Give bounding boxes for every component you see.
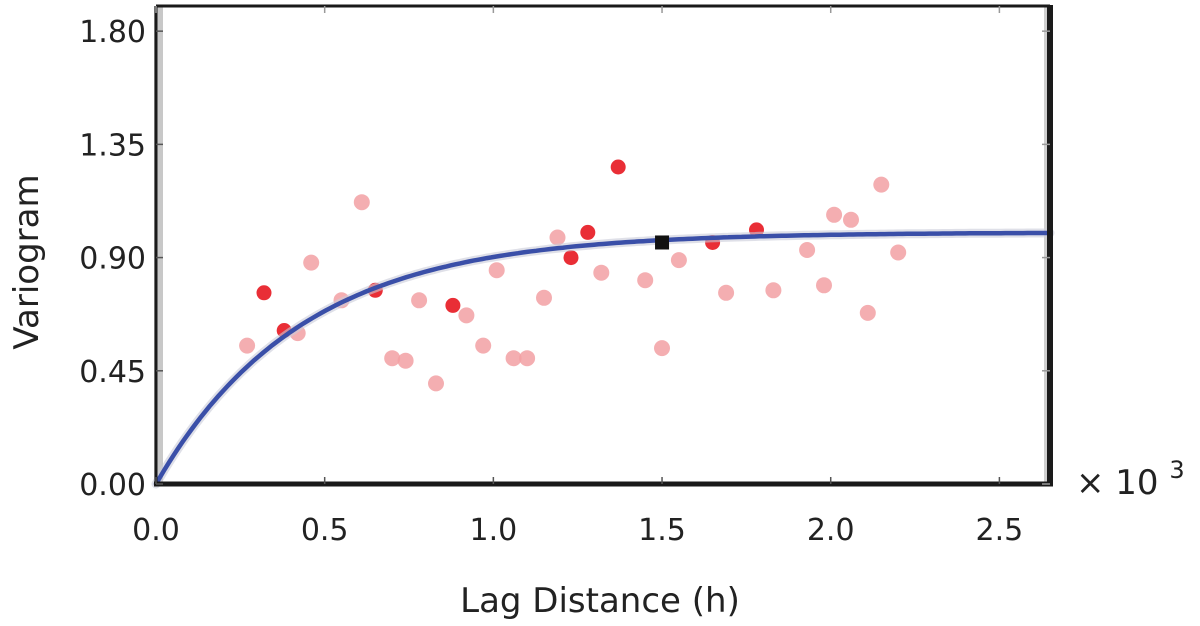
data-point-33 bbox=[816, 277, 832, 294]
model-curve bbox=[151, 228, 1055, 489]
data-point-34 bbox=[826, 206, 843, 223]
x-axis-multiplier: × 10 3 bbox=[1076, 456, 1185, 503]
range-marker bbox=[655, 235, 670, 250]
y-tick-label-3: 1.35 bbox=[79, 128, 146, 163]
data-point-9 bbox=[384, 350, 401, 367]
data-point-37 bbox=[873, 176, 890, 193]
svg-text:× 10 3: × 10 3 bbox=[1076, 456, 1185, 503]
data-point-1 bbox=[239, 337, 256, 354]
x-multiplier-base: × 10 bbox=[1076, 463, 1159, 503]
data-point-5 bbox=[303, 254, 320, 271]
data-point-21 bbox=[563, 250, 579, 266]
model-curve-line bbox=[153, 230, 1053, 487]
data-point-17 bbox=[505, 350, 522, 367]
x-tick-label-2: 1.0 bbox=[469, 513, 517, 548]
data-point-2 bbox=[256, 285, 272, 301]
data-point-27 bbox=[670, 252, 687, 269]
x-axis-title: Lag Distance (h) bbox=[460, 581, 740, 621]
data-point-31 bbox=[765, 282, 782, 299]
data-point-15 bbox=[475, 337, 492, 354]
data-point-36 bbox=[859, 304, 876, 321]
data-point-22 bbox=[580, 224, 596, 240]
plot-frame bbox=[154, 4, 1053, 487]
data-point-23 bbox=[593, 264, 610, 281]
data-point-24 bbox=[610, 159, 626, 175]
x-tick-label-0: 0.0 bbox=[132, 513, 180, 548]
x-tick-label-4: 2.0 bbox=[807, 513, 855, 548]
x-axis-ticks: 0.0 0.5 1.0 1.5 2.0 2.5 bbox=[132, 6, 1023, 548]
data-point-19 bbox=[536, 289, 552, 306]
x-tick-label-1: 0.5 bbox=[301, 513, 349, 548]
data-point-26 bbox=[654, 340, 670, 357]
data-point-38 bbox=[890, 244, 907, 261]
data-point-7 bbox=[353, 194, 370, 211]
y-tick-label-0: 0.00 bbox=[79, 468, 146, 503]
data-point-18 bbox=[519, 350, 536, 367]
x-multiplier-exponent: 3 bbox=[1169, 456, 1184, 484]
data-point-35 bbox=[843, 211, 859, 228]
data-point-14 bbox=[458, 307, 475, 324]
y-axis-ticks: 0.00 0.45 0.90 1.35 1.80 bbox=[79, 15, 1050, 503]
y-tick-label-1: 0.45 bbox=[79, 355, 146, 390]
y-axis-title: Variogram bbox=[7, 174, 47, 349]
data-point-16 bbox=[488, 262, 505, 279]
data-point-13 bbox=[445, 297, 461, 313]
x-tick-label-3: 1.5 bbox=[638, 513, 686, 548]
data-point-25 bbox=[637, 272, 654, 289]
data-point-20 bbox=[549, 229, 566, 246]
left-edge-shade bbox=[154, 6, 163, 484]
experimental-points bbox=[239, 159, 907, 392]
data-point-11 bbox=[411, 292, 428, 309]
range-marker-square bbox=[655, 235, 670, 250]
y-tick-label-2: 0.90 bbox=[79, 242, 146, 277]
data-point-29 bbox=[718, 284, 735, 301]
data-point-12 bbox=[428, 375, 444, 392]
x-tick-label-5: 2.5 bbox=[976, 513, 1024, 548]
data-point-10 bbox=[397, 352, 414, 369]
y-tick-label-4: 1.80 bbox=[79, 15, 146, 50]
data-point-32 bbox=[799, 242, 816, 258]
